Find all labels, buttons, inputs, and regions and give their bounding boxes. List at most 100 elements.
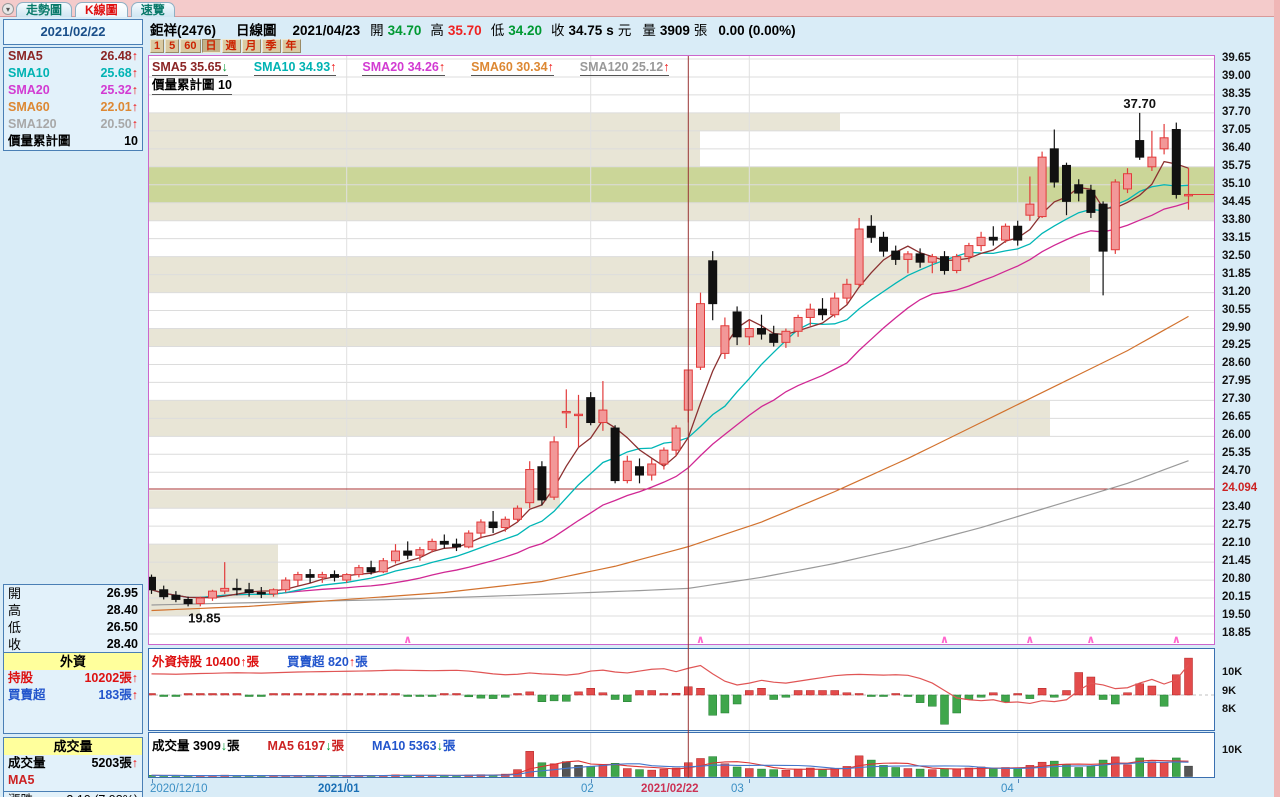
sma-row: SMA5 26.48↑ <box>4 48 142 65</box>
date-tick <box>749 779 751 783</box>
price-tick: 39.65 <box>1222 52 1251 64</box>
ohlc-label: 收 <box>8 637 22 652</box>
up-arrow-icon: ↑ <box>131 671 138 685</box>
price-tick: 23.40 <box>1222 501 1251 514</box>
down-arrow-icon: ↓ <box>220 739 228 753</box>
chart-sma-item[interactable]: SMA20 34.26↑ <box>362 60 446 76</box>
up-arrow-icon: ↑ <box>438 60 446 74</box>
price-tick: 37.70 <box>1222 105 1251 118</box>
sma-label: SMA120 <box>8 117 57 131</box>
date-label: 2021/02/22 <box>641 783 699 795</box>
title-segment: 開 <box>370 23 384 38</box>
price-tick: 28.60 <box>1222 357 1251 370</box>
chart-sma-item[interactable]: SMA60 30.34↑ <box>471 60 554 76</box>
price-tick: 38.35 <box>1222 87 1251 100</box>
price-tick: 24.70 <box>1222 465 1251 478</box>
price-tick: 37.05 <box>1222 123 1251 136</box>
title-segment: 低 <box>490 23 505 38</box>
period-button-60[interactable]: 60 <box>180 39 201 53</box>
sma-value: 26.48↑ <box>100 49 138 63</box>
change-value: 2.10 (7.98%) <box>66 792 138 797</box>
row-value: 5203張↑ <box>91 756 138 770</box>
title-segment: 3909 <box>659 23 690 38</box>
period-button-1[interactable]: 1 <box>150 39 165 53</box>
sma-value: 20.50↑ <box>100 117 138 131</box>
change-row: 漲跌 2.10 (7.98%) <box>4 792 142 797</box>
chart-pvc-header[interactable]: 價量累計圖 10 <box>152 74 232 95</box>
up-arrow-icon: ↑ <box>348 655 356 669</box>
unit-label: 張 <box>246 655 259 669</box>
title-segment: 34.75 <box>568 23 603 38</box>
title-segment: s <box>606 23 614 38</box>
foreign-panel-header: 外資持股 10400↑張 買賣超 820↑張 <box>152 651 396 670</box>
sidebar-sma-panel: SMA5 26.48↑ SMA10 25.68↑ SMA20 25.32↑ SMA60 22.… <box>3 47 143 151</box>
price-tick: 20.15 <box>1222 591 1251 604</box>
up-arrow-icon: ↑ <box>663 60 670 74</box>
ohlc-value: 26.95 <box>106 586 138 600</box>
period-buttons: 1 5 60 日週月季年 <box>150 36 302 53</box>
foreign-axis-tick: 8K <box>1222 703 1237 715</box>
panel-header-item: MA10 5363↓張 <box>372 739 456 753</box>
unit-label: 張 <box>331 739 344 753</box>
price-tick: 26.00 <box>1222 429 1251 442</box>
price-tick: 27.30 <box>1222 393 1251 406</box>
period-button-週[interactable]: 週 <box>221 39 241 53</box>
period-button-年[interactable]: 年 <box>281 39 301 53</box>
period-button-5[interactable]: 5 <box>165 39 180 53</box>
sma-label: SMA10 <box>8 66 50 80</box>
up-arrow-icon: ↑ <box>330 60 337 74</box>
price-tick: 22.75 <box>1222 519 1251 532</box>
sma-row: SMA10 25.68↑ <box>4 65 142 82</box>
price-tick: 26.65 <box>1222 411 1251 424</box>
row-label: 持股 <box>8 671 34 685</box>
price-tick: 30.55 <box>1222 303 1251 316</box>
price-tick: 31.20 <box>1222 285 1251 298</box>
up-arrow-icon: ↑ <box>131 100 138 114</box>
date-tick <box>346 779 348 783</box>
chart-sma-item[interactable]: SMA10 34.93↑ <box>253 60 337 76</box>
title-segment: 張 <box>693 23 708 38</box>
ohlc-value: 28.40 <box>106 603 138 617</box>
sma-row: SMA60 22.01↑ <box>4 99 142 116</box>
volume-panel-title: 成交量 <box>4 738 142 755</box>
ref-price-tick: 24.094 <box>1222 482 1258 495</box>
sidebar-foreign-panel: 外資 持股 10202張↑ 買賣超 183張↑ <box>3 652 143 734</box>
ohlc-value: 28.40 <box>106 637 138 651</box>
tab-scroll-button[interactable]: ▾ <box>2 3 14 15</box>
date-label: 03 <box>731 783 744 795</box>
price-tick: 39.00 <box>1222 69 1251 82</box>
row-value: 10202張↑ <box>84 671 138 685</box>
panel-header-item: 成交量 3909↓張 <box>152 739 240 753</box>
sma-label: 價量累計圖 <box>8 134 71 148</box>
price-tick: 21.45 <box>1222 555 1251 568</box>
ohlc-label: 高 <box>8 603 22 618</box>
price-tick: 25.35 <box>1222 447 1251 460</box>
row-label: MA5 <box>8 773 35 787</box>
tab-trend[interactable]: 走勢圖 <box>16 2 73 17</box>
date-label: 02 <box>581 783 594 795</box>
price-tick: 19.50 <box>1222 609 1251 622</box>
title-segment: 日線圖 <box>236 23 277 38</box>
top-frame-strip <box>0 0 1280 17</box>
chart-sma-item[interactable]: SMA120 25.12↑ <box>579 60 670 76</box>
panel-header-item: MA5 6197↓張 <box>267 739 344 753</box>
volume-axis-tick: 10K <box>1222 744 1243 756</box>
price-tick: 18.85 <box>1222 626 1251 639</box>
up-arrow-icon: ↑ <box>131 117 138 131</box>
tab-kline[interactable]: K線圖 <box>75 2 128 17</box>
main-chart[interactable] <box>148 55 1215 645</box>
title-segment: 收 <box>551 23 565 38</box>
date-label: 04 <box>1001 783 1014 795</box>
period-button-日[interactable]: 日 <box>201 39 221 53</box>
price-tick: 36.40 <box>1222 141 1251 154</box>
sma-row: 價量累計圖 10 <box>4 133 142 150</box>
divider <box>4 791 142 792</box>
period-button-季[interactable]: 季 <box>261 39 281 53</box>
tab-quick[interactable]: 速覽 <box>130 2 175 17</box>
chart-sma-item[interactable]: SMA5 35.65↓ <box>152 60 228 76</box>
crosshair-date-box[interactable]: 2021/02/22 <box>3 19 143 45</box>
ohlc-row: 收 28.40 <box>4 636 142 653</box>
date-label: 2021/01 <box>318 783 360 795</box>
period-button-月[interactable]: 月 <box>241 39 261 53</box>
